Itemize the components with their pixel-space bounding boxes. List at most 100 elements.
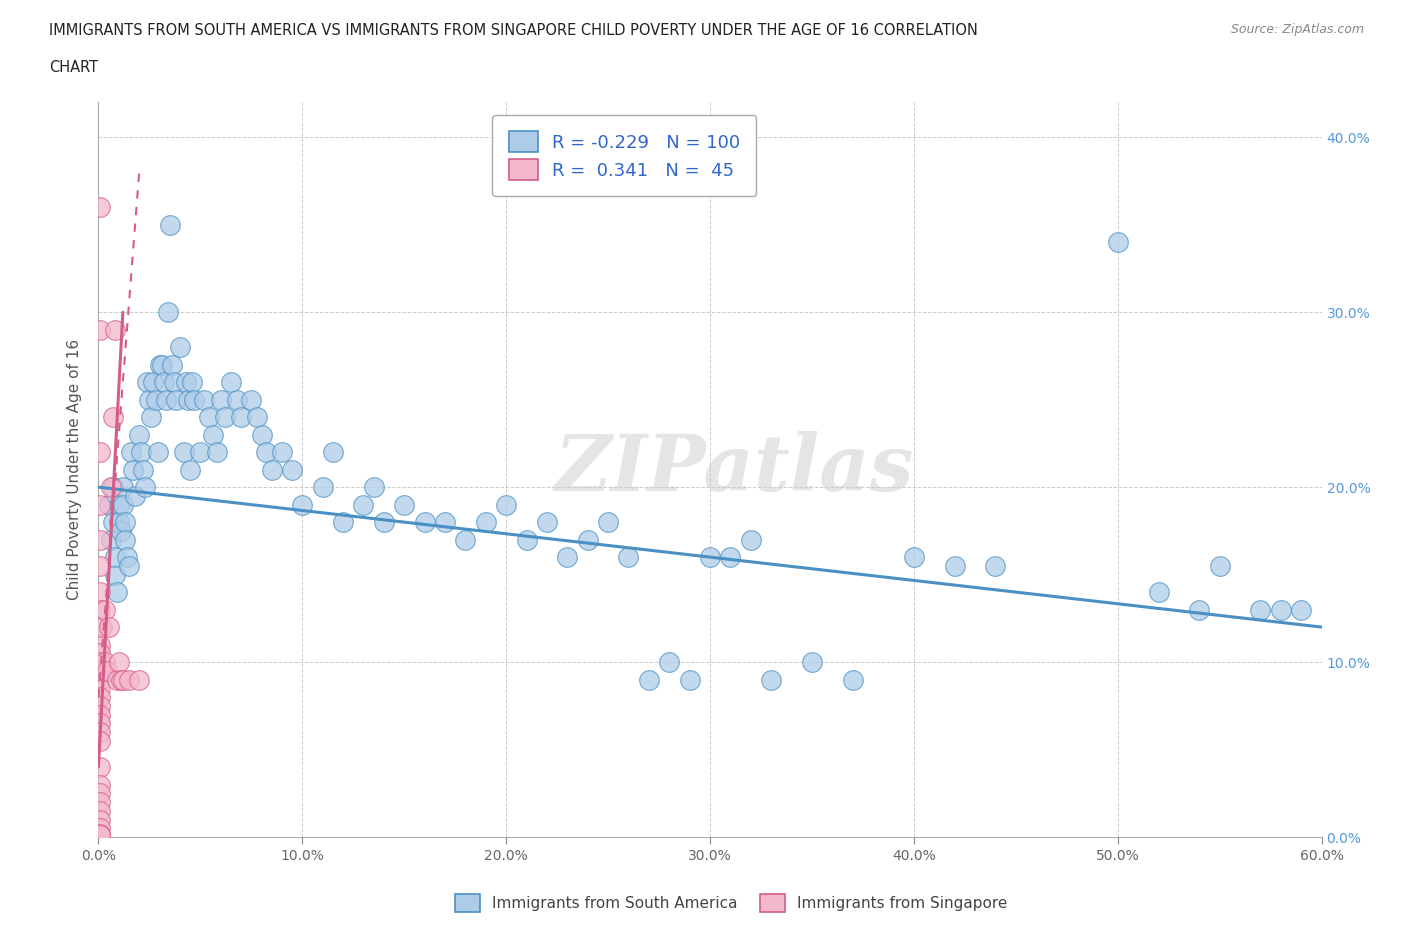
Y-axis label: Child Poverty Under the Age of 16: Child Poverty Under the Age of 16 <box>67 339 83 600</box>
Point <box>104 567 127 582</box>
Point <box>250 427 273 442</box>
Point <box>118 672 141 687</box>
Point <box>1270 602 1292 617</box>
Point <box>89 828 111 843</box>
Point <box>91 619 114 634</box>
Point <box>984 558 1007 573</box>
Point <box>89 760 111 775</box>
Point <box>89 637 111 652</box>
Point <box>801 655 824 670</box>
Point <box>373 514 395 529</box>
Point <box>120 445 142 459</box>
Point <box>89 445 111 459</box>
Point <box>270 445 294 459</box>
Point <box>332 514 354 529</box>
Point <box>122 462 145 477</box>
Point <box>720 550 742 565</box>
Point <box>254 445 277 459</box>
Point <box>495 498 517 512</box>
Point <box>91 663 114 678</box>
Point <box>111 480 134 495</box>
Point <box>240 392 263 407</box>
Point <box>89 716 111 731</box>
Point <box>128 427 150 442</box>
Point <box>89 826 111 841</box>
Point <box>841 672 863 687</box>
Text: CHART: CHART <box>49 60 98 75</box>
Point <box>197 410 219 425</box>
Point <box>138 392 160 407</box>
Point <box>260 462 283 477</box>
Point <box>142 375 165 390</box>
Point <box>149 357 172 372</box>
Point <box>177 392 200 407</box>
Point <box>128 672 150 687</box>
Point <box>160 357 183 372</box>
Point <box>101 514 124 529</box>
Point <box>89 707 111 722</box>
Point <box>1209 558 1232 573</box>
Point <box>101 410 124 425</box>
Point <box>89 698 111 713</box>
Point <box>89 200 111 215</box>
Point <box>89 794 111 809</box>
Point <box>617 550 640 565</box>
Point <box>413 514 436 529</box>
Point <box>392 498 416 512</box>
Point <box>101 480 124 495</box>
Point <box>108 498 131 512</box>
Point <box>761 672 783 687</box>
Point <box>93 602 115 617</box>
Point <box>89 602 111 617</box>
Point <box>104 323 127 338</box>
Point <box>312 480 335 495</box>
Point <box>89 558 111 573</box>
Point <box>1188 602 1211 617</box>
Point <box>89 498 111 512</box>
Point <box>115 550 138 565</box>
Point <box>141 410 163 425</box>
Point <box>352 498 374 512</box>
Text: Source: ZipAtlas.com: Source: ZipAtlas.com <box>1230 23 1364 36</box>
Point <box>1291 602 1313 617</box>
Point <box>209 392 232 407</box>
Point <box>152 375 174 390</box>
Point <box>214 410 236 425</box>
Point <box>231 410 253 425</box>
Point <box>104 550 127 565</box>
Point <box>903 550 925 565</box>
Point <box>96 663 118 678</box>
Point <box>557 550 579 565</box>
Point <box>474 514 498 529</box>
Point <box>114 514 136 529</box>
Text: IMMIGRANTS FROM SOUTH AMERICA VS IMMIGRANTS FROM SINGAPORE CHILD POVERTY UNDER T: IMMIGRANTS FROM SOUTH AMERICA VS IMMIGRA… <box>49 23 979 38</box>
Point <box>598 514 620 529</box>
Point <box>183 392 205 407</box>
Point <box>638 672 661 687</box>
Point <box>173 445 195 459</box>
Point <box>97 498 120 512</box>
Point <box>110 672 132 687</box>
Point <box>219 375 242 390</box>
Point <box>156 305 179 320</box>
Point <box>145 392 167 407</box>
Point <box>363 480 385 495</box>
Point <box>201 427 224 442</box>
Legend: R = -0.229   N = 100, R =  0.341   N =  45: R = -0.229 N = 100, R = 0.341 N = 45 <box>492 115 756 196</box>
Point <box>129 445 152 459</box>
Point <box>108 514 131 529</box>
Point <box>105 672 128 687</box>
Point <box>322 445 344 459</box>
Point <box>536 514 558 529</box>
Point <box>89 804 111 818</box>
Point <box>1147 585 1170 600</box>
Point <box>281 462 304 477</box>
Point <box>205 445 228 459</box>
Point <box>100 532 122 547</box>
Point <box>114 532 136 547</box>
Point <box>226 392 249 407</box>
Point <box>118 558 141 573</box>
Point <box>181 375 204 390</box>
Point <box>246 410 269 425</box>
Point <box>124 488 146 503</box>
